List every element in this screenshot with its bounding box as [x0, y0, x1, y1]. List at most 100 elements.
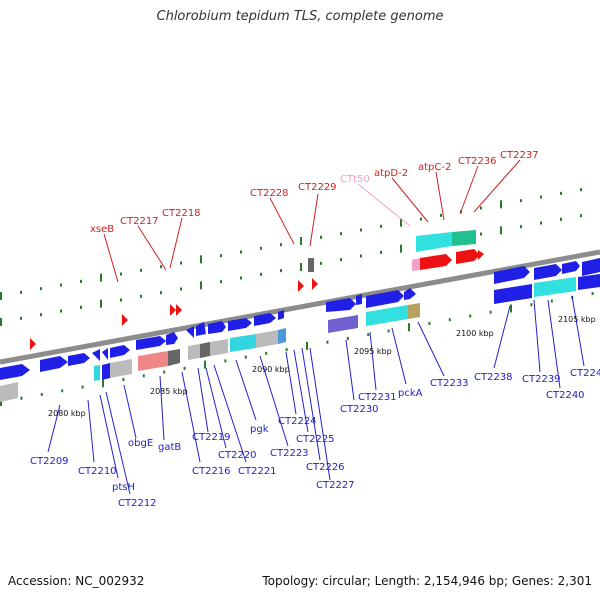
gene-arrow[interactable] [196, 322, 206, 336]
gene-arrow[interactable] [254, 313, 276, 326]
gene-label[interactable]: pgk [250, 424, 269, 435]
gene-arrow[interactable] [356, 294, 362, 305]
gene-label[interactable]: pckA [398, 388, 423, 399]
gene-block[interactable] [278, 328, 286, 344]
scale-tick [591, 292, 594, 296]
gene-label[interactable]: CT2219 [192, 432, 231, 443]
gene-label[interactable]: CT2223 [270, 448, 309, 459]
marker-arrow[interactable] [170, 304, 176, 316]
scale-tick [340, 258, 342, 262]
gene-label[interactable]: CT2227 [316, 480, 355, 491]
scale-tick [580, 214, 582, 218]
gene-block[interactable] [188, 344, 200, 360]
gene-label[interactable]: CT2209 [30, 456, 69, 467]
gene-block[interactable] [230, 334, 256, 352]
gene-label[interactable]: CT2210 [78, 466, 117, 477]
gene-arrow[interactable] [326, 298, 356, 312]
gene-block[interactable] [494, 284, 532, 304]
gene-block[interactable] [408, 303, 420, 319]
gene-block[interactable] [168, 349, 180, 366]
gene-label[interactable]: CT2231 [358, 392, 397, 403]
gene-arrow[interactable] [102, 348, 108, 360]
gene-arrow[interactable] [166, 332, 178, 345]
gene-block[interactable] [308, 258, 314, 272]
gene-block[interactable] [102, 363, 110, 380]
scale-tick [204, 360, 206, 369]
gene-arrow[interactable] [136, 336, 166, 350]
marker-arrow[interactable] [30, 338, 36, 350]
gene-label[interactable]: gatB [158, 442, 181, 453]
gene-label[interactable]: CT2240 [546, 390, 585, 401]
gene-label[interactable]: CT2212 [118, 498, 157, 509]
gene-arrow[interactable] [494, 266, 530, 284]
gene-arrow[interactable] [92, 349, 100, 361]
gene-label[interactable]: CT2218 [162, 208, 201, 219]
gene-block[interactable] [366, 305, 408, 326]
gene-label[interactable]: CT2230 [340, 404, 379, 415]
gene-label[interactable]: CT2224 [278, 416, 317, 427]
gene-block[interactable] [0, 382, 18, 402]
gene-block[interactable] [200, 342, 210, 358]
scale-tick [540, 195, 542, 199]
gene-arrow[interactable] [534, 264, 562, 280]
gene-label[interactable]: CT2220 [218, 450, 257, 461]
gene-arrow[interactable] [582, 258, 600, 276]
gene-block[interactable] [210, 339, 228, 356]
gene-block[interactable] [256, 330, 278, 348]
gene-block[interactable] [578, 274, 600, 290]
gene-label[interactable]: atpC-2 [418, 162, 451, 173]
marker-arrow[interactable] [312, 278, 318, 290]
gene-arrow[interactable] [562, 261, 580, 274]
gene-block[interactable] [416, 232, 452, 252]
gene-label[interactable]: CT2228 [250, 188, 289, 199]
gene-label[interactable]: CT2225 [296, 434, 335, 445]
gene-arrow[interactable] [186, 326, 194, 338]
gene-block[interactable] [110, 359, 132, 378]
gene-label[interactable]: CT2226 [306, 462, 345, 473]
scale-tick [387, 329, 390, 333]
gene-label[interactable]: CT2236 [458, 156, 497, 167]
scale-tick [0, 292, 2, 300]
gene-arrow[interactable] [366, 290, 404, 308]
scale-tick [220, 254, 222, 258]
scale-tick [120, 298, 122, 302]
gene-arrow[interactable] [456, 249, 480, 264]
gene-label[interactable]: CT2216 [192, 466, 231, 477]
gene-label[interactable]: CT2239 [522, 374, 561, 385]
gene-arrow[interactable] [278, 310, 284, 320]
gene-block[interactable] [328, 315, 358, 333]
gene-label[interactable]: CT2237 [500, 150, 539, 161]
gene-label[interactable]: ptsH [112, 482, 135, 493]
gene-arrow[interactable] [0, 364, 30, 380]
gene-block[interactable] [452, 230, 476, 246]
gene-label[interactable]: obgE [128, 438, 153, 449]
gene-label[interactable]: CT2221 [238, 466, 277, 477]
gene-arrow[interactable] [40, 356, 68, 372]
gene-arrow[interactable] [478, 250, 484, 260]
gene-arrow[interactable] [412, 258, 420, 271]
gene-arrow[interactable] [228, 318, 252, 331]
gene-arrow[interactable] [404, 288, 416, 300]
scale-tick [300, 263, 302, 271]
gene-label[interactable]: atpD-2 [374, 168, 408, 179]
scale-tick [100, 273, 102, 282]
gene-block[interactable] [138, 351, 168, 371]
gene-label[interactable]: CTt50 [340, 174, 370, 185]
gene-arrow[interactable] [110, 345, 130, 358]
gene-arrow[interactable] [208, 321, 226, 334]
gene-arrow[interactable] [420, 254, 452, 270]
gene-block[interactable] [94, 365, 100, 381]
marker-arrow[interactable] [298, 280, 304, 292]
scale-tick [224, 359, 227, 363]
gene-label[interactable]: CT2238 [474, 372, 513, 383]
gene-label[interactable]: xseB [90, 224, 114, 235]
marker-arrow[interactable] [176, 304, 182, 316]
gene-block[interactable] [534, 277, 576, 297]
gene-label[interactable]: CT2241 [570, 368, 600, 379]
marker-arrow[interactable] [122, 314, 128, 326]
gene-label[interactable]: CT2217 [120, 216, 159, 227]
gene-label[interactable]: CT2229 [298, 182, 337, 193]
gene-arrow[interactable] [68, 353, 90, 366]
scale-tick [220, 280, 222, 284]
gene-label[interactable]: CT2233 [430, 378, 469, 389]
